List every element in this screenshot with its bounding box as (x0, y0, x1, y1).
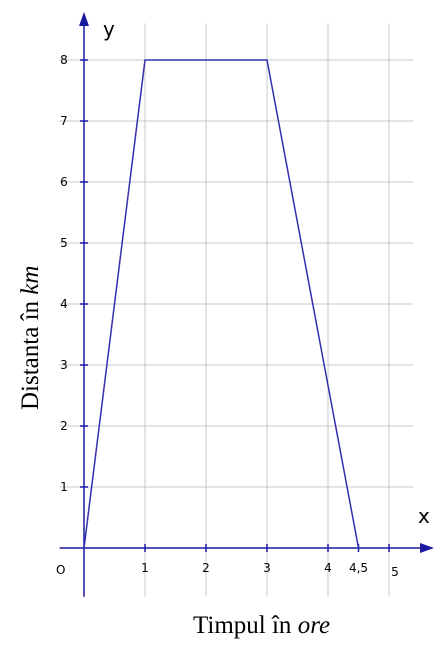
y-axis-title-text: Distanta în (17, 300, 44, 410)
x-axis-letter: x (418, 504, 430, 528)
y-tick-label: 8 (60, 53, 68, 67)
y-axis-letter: y (103, 17, 115, 41)
x-axis-title-unit: ore (298, 612, 330, 639)
x-tick-label: 1 (141, 561, 149, 575)
y-tick-label: 3 (60, 358, 68, 372)
x-tick-label: 2 (202, 561, 210, 575)
y-tick-label: 2 (60, 419, 68, 433)
y-tick-label: 7 (60, 114, 68, 128)
ticks: 1 2 3 4 4,5 5 1 2 3 4 5 6 7 8 (60, 53, 399, 579)
y-axis-title: Distanta în km (17, 266, 44, 410)
x-axis-title-text: Timpul în (193, 612, 292, 639)
x-tick-label: 4 (324, 561, 332, 575)
y-axis-title-unit: km (17, 266, 44, 295)
y-tick-label: 4 (60, 297, 68, 311)
x-tick-label: 4,5 (349, 561, 368, 575)
axes (59, 12, 434, 597)
series (83, 59, 360, 549)
x-axis-arrow (420, 543, 434, 553)
x-axis-title: Timpul în ore (193, 612, 330, 639)
grid (59, 23, 414, 597)
origin-label: O (56, 563, 65, 577)
series-line (83, 59, 360, 549)
y-tick-label: 5 (60, 236, 68, 250)
x-tick-label: 3 (263, 561, 271, 575)
y-tick-label: 1 (60, 480, 68, 494)
x-tick-label: 5 (391, 565, 399, 579)
y-tick-label: 6 (60, 175, 68, 189)
y-axis-arrow (79, 12, 89, 26)
